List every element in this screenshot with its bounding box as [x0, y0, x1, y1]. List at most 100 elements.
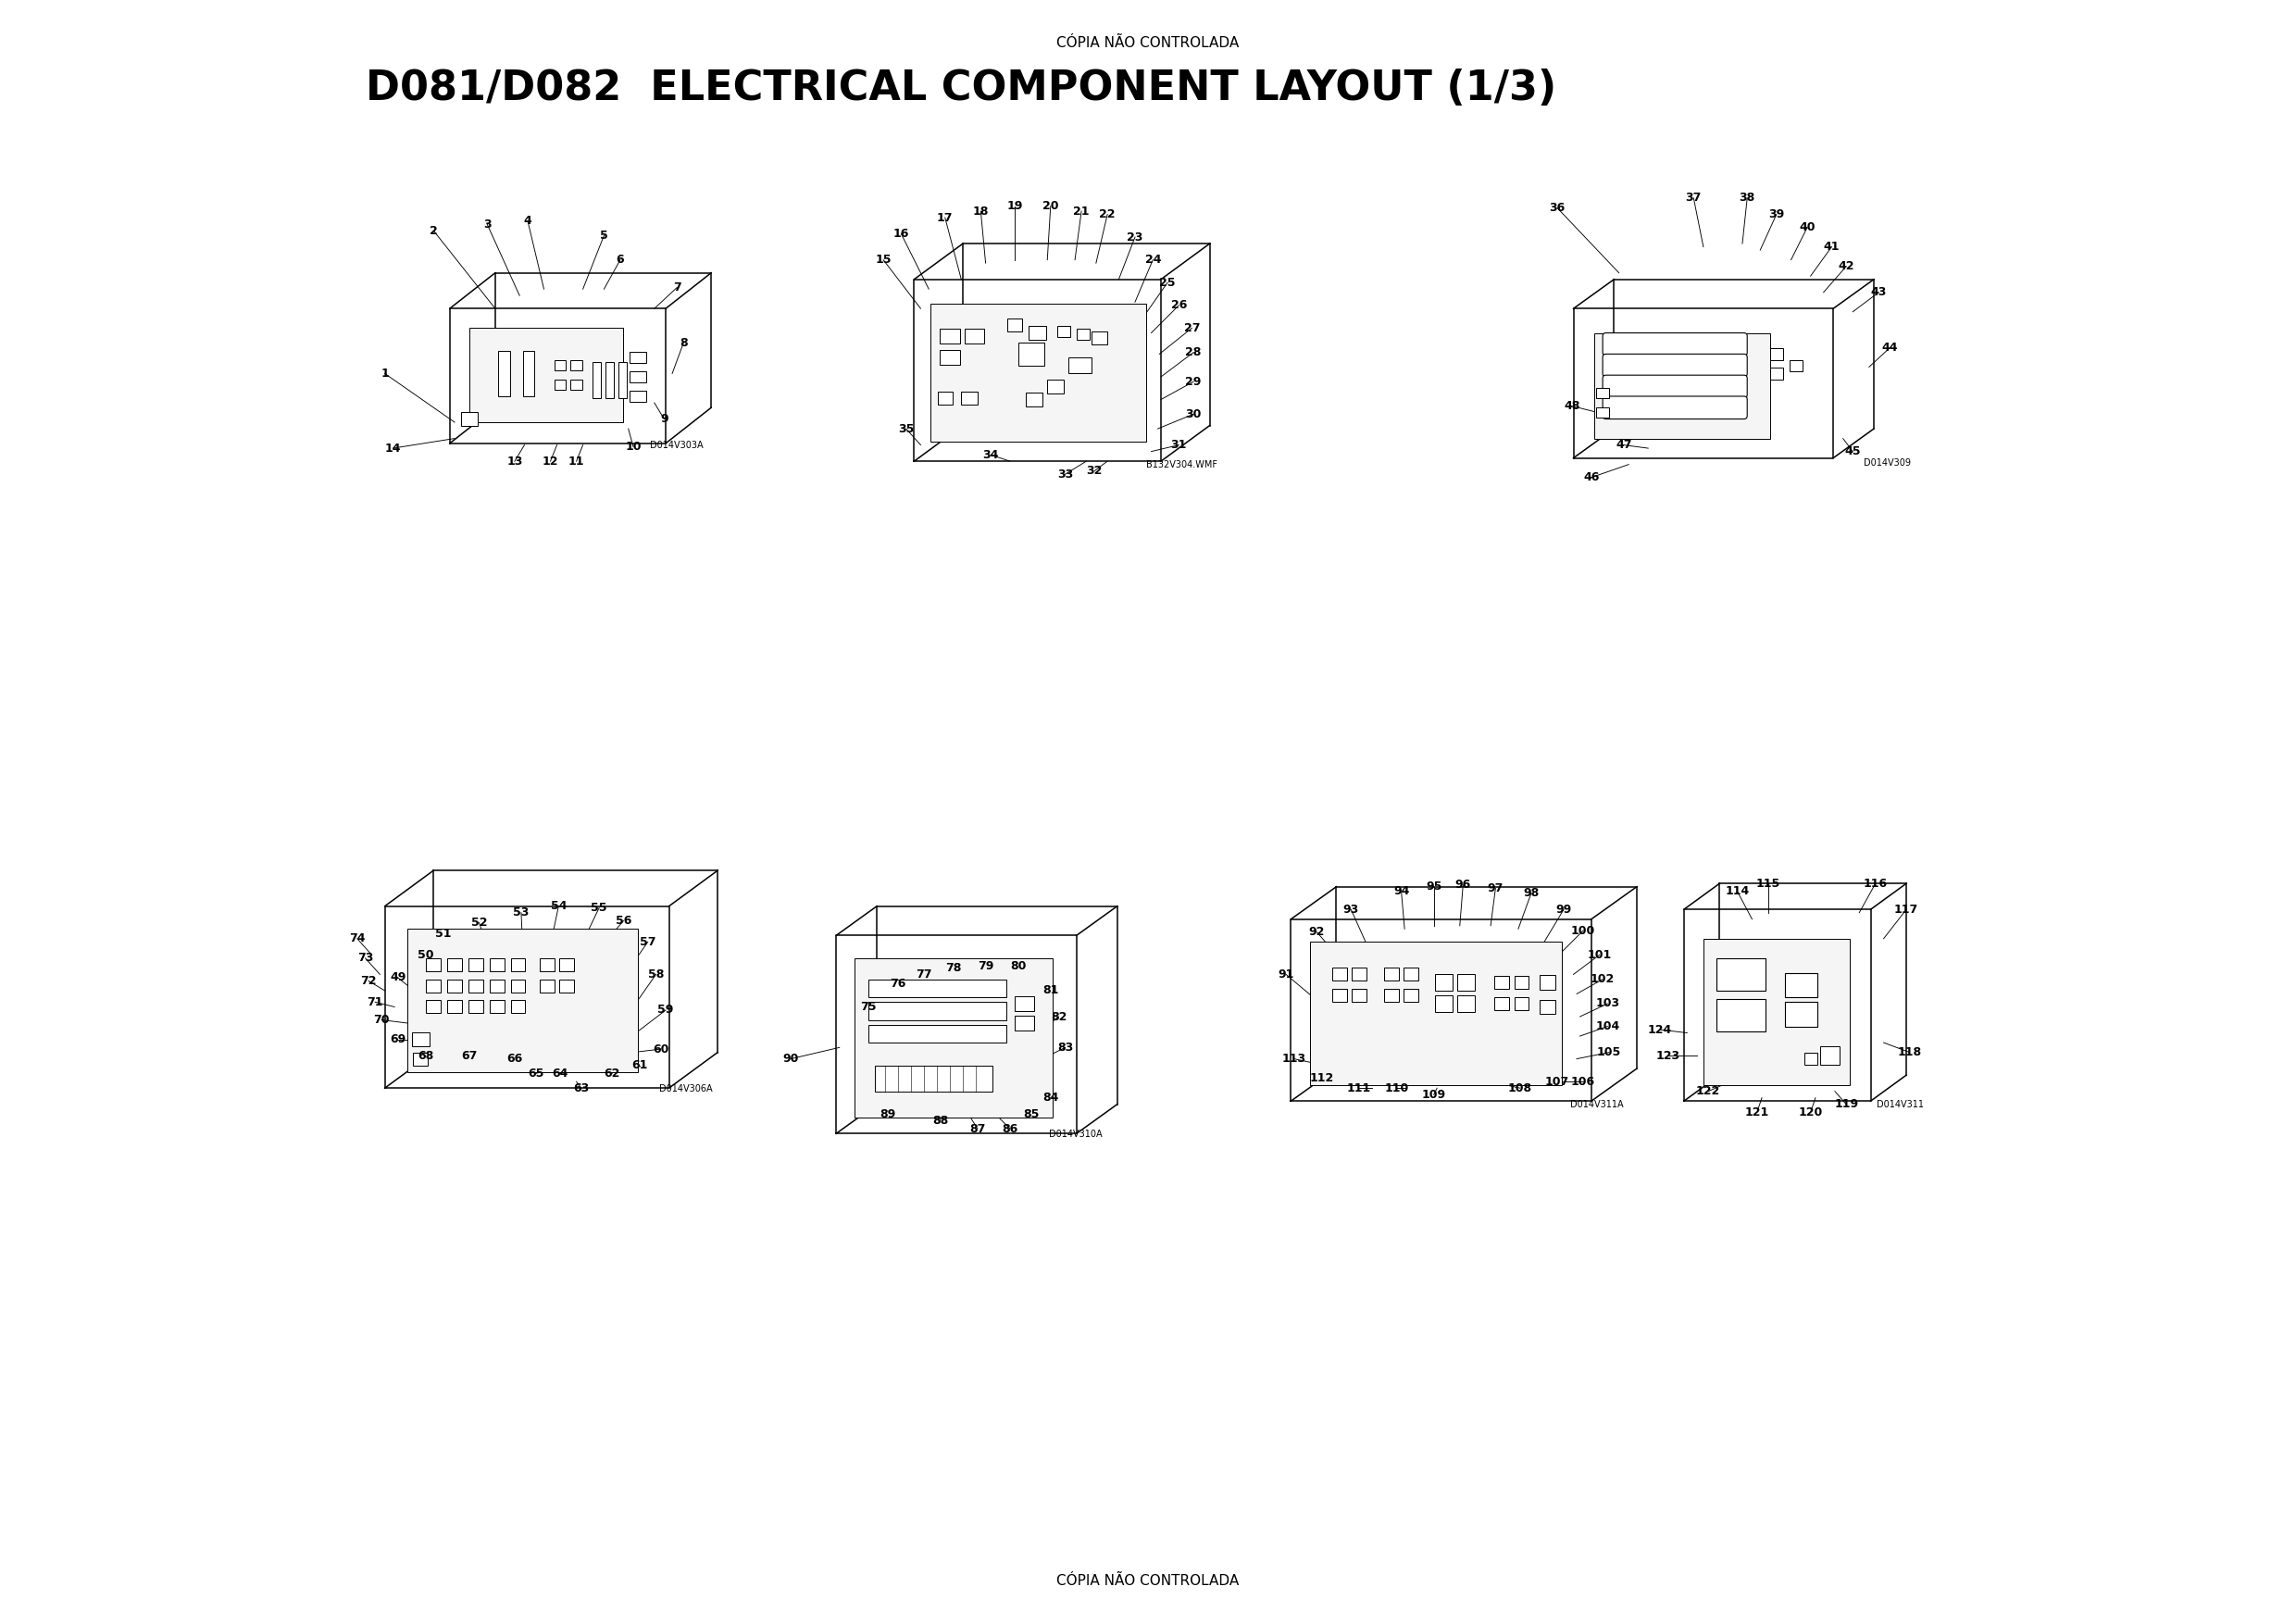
Text: 10: 10 [625, 440, 641, 453]
Text: 118: 118 [1896, 1046, 1922, 1059]
Bar [592, 362, 602, 398]
Text: 74: 74 [349, 932, 365, 945]
Bar [468, 1000, 482, 1013]
Text: 37: 37 [1685, 192, 1701, 205]
Text: 96: 96 [1456, 879, 1472, 892]
Bar [1513, 976, 1529, 989]
Text: 95: 95 [1426, 880, 1442, 893]
Text: 83: 83 [1056, 1041, 1072, 1054]
Text: 66: 66 [507, 1052, 523, 1065]
Text: 64: 64 [551, 1067, 567, 1080]
Text: 19: 19 [1008, 200, 1024, 213]
Bar [868, 1002, 1006, 1020]
Text: 20: 20 [1042, 200, 1058, 213]
Bar [1403, 968, 1419, 981]
Text: 18: 18 [974, 205, 990, 218]
Text: 82: 82 [1052, 1010, 1068, 1023]
Text: 25: 25 [1159, 276, 1176, 289]
Text: 8: 8 [680, 336, 687, 349]
Bar [939, 349, 960, 364]
Text: 54: 54 [551, 900, 567, 913]
Bar [553, 380, 565, 390]
Text: 27: 27 [1185, 322, 1201, 335]
Bar [1311, 942, 1561, 1085]
Text: 13: 13 [507, 455, 523, 468]
Text: 35: 35 [898, 422, 914, 435]
Text: 89: 89 [879, 1108, 895, 1121]
Bar [489, 958, 505, 971]
Text: 47: 47 [1616, 438, 1632, 451]
Text: 87: 87 [969, 1122, 985, 1135]
Text: 94: 94 [1394, 885, 1410, 898]
Bar [448, 958, 461, 971]
Bar [939, 328, 960, 343]
Bar [1458, 996, 1476, 1012]
Bar [962, 391, 978, 404]
Bar [427, 958, 441, 971]
Text: 122: 122 [1697, 1085, 1720, 1098]
Bar [489, 979, 505, 992]
Text: D081/D082  ELECTRICAL COMPONENT LAYOUT (1/3): D081/D082 ELECTRICAL COMPONENT LAYOUT (1… [365, 68, 1557, 109]
Text: 121: 121 [1745, 1106, 1770, 1119]
Bar [1435, 996, 1453, 1012]
Bar [560, 958, 574, 971]
Text: 21: 21 [1072, 205, 1091, 218]
Bar [930, 304, 1146, 442]
Bar [540, 958, 553, 971]
Bar [510, 958, 526, 971]
Text: 36: 36 [1550, 201, 1566, 214]
Text: 80: 80 [1010, 960, 1026, 973]
Text: 78: 78 [946, 961, 962, 974]
Bar [875, 1065, 992, 1091]
Text: 103: 103 [1596, 997, 1619, 1010]
Bar [1717, 999, 1766, 1031]
Text: 102: 102 [1591, 973, 1614, 986]
Bar [1352, 968, 1366, 981]
Bar [468, 328, 625, 422]
Bar [1596, 408, 1609, 417]
Bar [1513, 997, 1529, 1010]
Text: 92: 92 [1309, 926, 1325, 939]
Text: D014V310A: D014V310A [1049, 1129, 1102, 1138]
Text: 109: 109 [1421, 1088, 1446, 1101]
Text: 58: 58 [647, 968, 664, 981]
Text: 99: 99 [1557, 903, 1573, 916]
Text: 50: 50 [418, 948, 434, 961]
Text: 31: 31 [1171, 438, 1187, 451]
Text: D014V303A: D014V303A [650, 440, 703, 450]
Bar [1538, 974, 1557, 989]
Bar [1495, 997, 1508, 1010]
Bar [1821, 1047, 1839, 1065]
Bar [1029, 325, 1047, 339]
Bar [1789, 359, 1802, 370]
Text: D014V309: D014V309 [1864, 458, 1910, 468]
Text: 86: 86 [1001, 1122, 1017, 1135]
Text: 124: 124 [1646, 1023, 1671, 1036]
Bar [868, 1025, 1006, 1043]
Text: CÓPIA NÃO CONTROLADA: CÓPIA NÃO CONTROLADA [1056, 36, 1240, 50]
Text: 62: 62 [604, 1067, 620, 1080]
Text: 93: 93 [1343, 903, 1359, 916]
Text: 97: 97 [1488, 882, 1504, 895]
Text: 79: 79 [978, 960, 994, 973]
Bar [1017, 343, 1045, 365]
Bar [510, 979, 526, 992]
Text: 51: 51 [436, 927, 452, 940]
Text: 71: 71 [367, 996, 383, 1009]
Text: 90: 90 [783, 1052, 799, 1065]
Text: 101: 101 [1587, 948, 1612, 961]
Bar [1332, 989, 1348, 1002]
Bar [523, 351, 535, 396]
FancyBboxPatch shape [1603, 354, 1747, 377]
Text: 32: 32 [1086, 464, 1102, 477]
Text: 110: 110 [1384, 1082, 1410, 1095]
Bar [572, 361, 583, 370]
Text: 59: 59 [657, 1004, 673, 1017]
Text: 22: 22 [1100, 208, 1116, 221]
Bar [629, 370, 645, 382]
Text: 114: 114 [1724, 885, 1750, 898]
Bar [427, 979, 441, 992]
Bar [868, 979, 1006, 997]
Bar [406, 929, 638, 1072]
Text: 63: 63 [574, 1082, 590, 1095]
